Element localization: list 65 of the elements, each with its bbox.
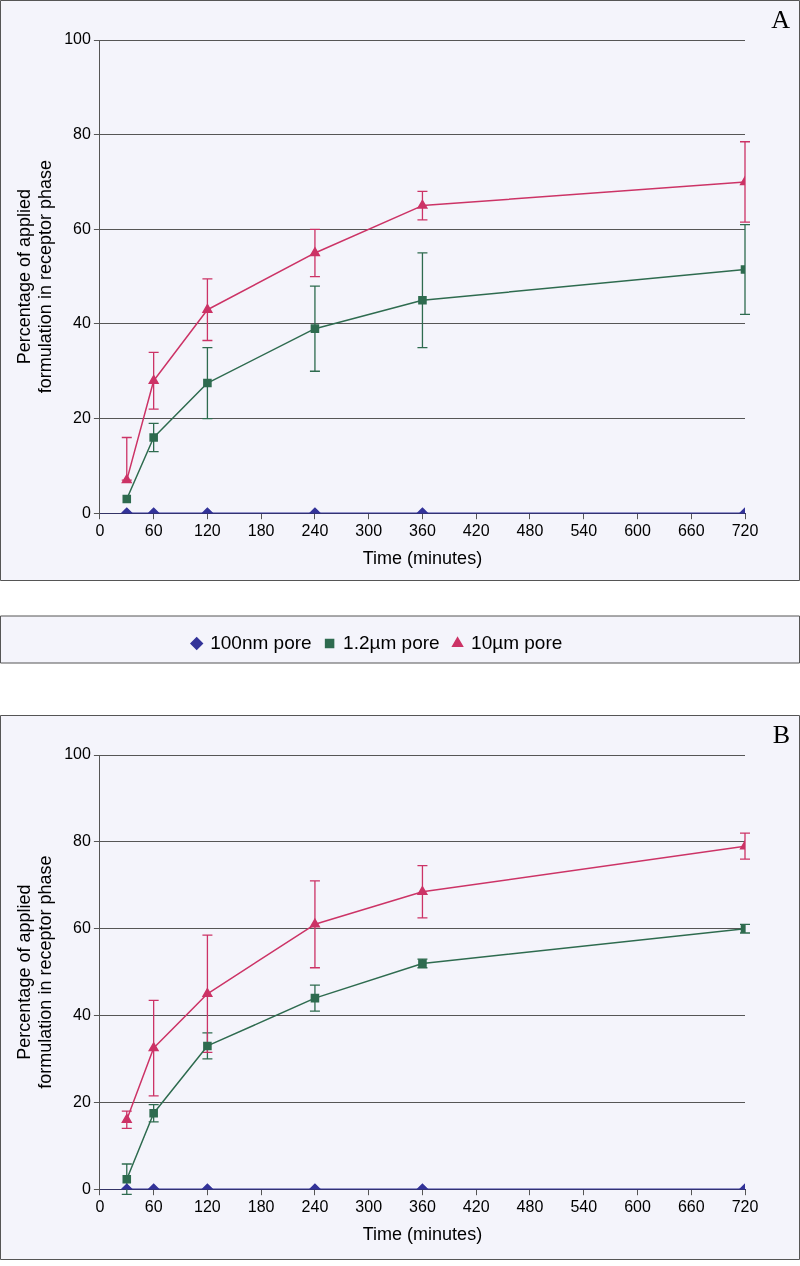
y-tick-label: 60 xyxy=(73,919,91,937)
point xyxy=(417,199,428,209)
legend-label: 100nm pore xyxy=(210,631,312,653)
x-tick-label: 240 xyxy=(301,1198,329,1216)
x-tick-label: 180 xyxy=(247,1198,275,1216)
x-tick-label: 0 xyxy=(95,1198,105,1216)
y-tick-label: 0 xyxy=(81,1179,91,1197)
x-tick-label: 360 xyxy=(409,1198,436,1216)
x-tick-label: 180 xyxy=(247,522,275,540)
point xyxy=(121,474,132,484)
x-tick-label: 0 xyxy=(95,522,105,540)
point xyxy=(202,988,213,998)
y-tick-label: 20 xyxy=(73,408,91,426)
text: A xyxy=(771,4,791,34)
x-tick-label: 480 xyxy=(516,1198,544,1216)
x-tick-label: 720 xyxy=(731,1198,759,1216)
point xyxy=(310,993,320,1003)
y-tick-label: 80 xyxy=(73,125,91,143)
point xyxy=(417,886,428,896)
x-tick-label: 660 xyxy=(677,522,705,540)
point xyxy=(121,1113,132,1123)
x-tick-label: 360 xyxy=(409,522,436,540)
point xyxy=(148,374,159,384)
y-tick-label: 20 xyxy=(73,1092,91,1110)
x-axis-title: Time (minutes) xyxy=(362,1224,483,1245)
x-tick-label: 540 xyxy=(570,522,598,540)
y-tick-label: 0 xyxy=(81,503,91,521)
text: B xyxy=(772,719,790,749)
x-tick-label: 60 xyxy=(144,522,163,540)
point xyxy=(149,433,158,442)
x-tick-label: 60 xyxy=(144,1198,163,1216)
point xyxy=(309,918,321,928)
x-axis-title: Time (minutes) xyxy=(362,548,483,569)
point xyxy=(148,1042,159,1052)
point xyxy=(203,378,212,388)
x-tick-label: 480 xyxy=(516,522,544,540)
y-tick-label: 100 xyxy=(64,30,91,48)
point xyxy=(418,295,427,305)
point xyxy=(310,324,320,333)
point xyxy=(149,1108,158,1118)
x-tick-label: 240 xyxy=(301,522,329,540)
y-axis-title: Percentage of applied formulation in receptor phase xyxy=(13,855,56,1089)
point xyxy=(122,1174,132,1184)
x-tick-label: 600 xyxy=(624,1198,651,1216)
x-tick-label: 420 xyxy=(462,1198,490,1216)
x-tick-label: 300 xyxy=(355,522,383,540)
point xyxy=(203,1041,212,1051)
x-tick-label: 120 xyxy=(194,522,221,540)
y-tick-label: 40 xyxy=(73,1005,91,1023)
y-tick-label: 60 xyxy=(73,219,91,237)
x-tick-label: 540 xyxy=(570,1198,598,1216)
x-tick-label: 720 xyxy=(731,522,759,540)
point xyxy=(309,247,321,257)
x-tick-label: 420 xyxy=(462,522,490,540)
x-tick-label: 300 xyxy=(355,1198,383,1216)
x-tick-label: 120 xyxy=(194,1198,221,1216)
y-tick-label: 40 xyxy=(73,314,91,332)
y-tick-label: 100 xyxy=(64,745,91,763)
y-axis-title: Percentage of applied formulation in receptor phase xyxy=(13,160,56,394)
point xyxy=(202,303,213,313)
y-tick-label: 80 xyxy=(73,832,91,850)
legend-label: 1.2µm pore xyxy=(343,631,440,653)
x-tick-label: 660 xyxy=(677,1198,705,1216)
x-tick-label: 600 xyxy=(624,522,651,540)
legend-label: 10µm pore xyxy=(471,631,563,653)
